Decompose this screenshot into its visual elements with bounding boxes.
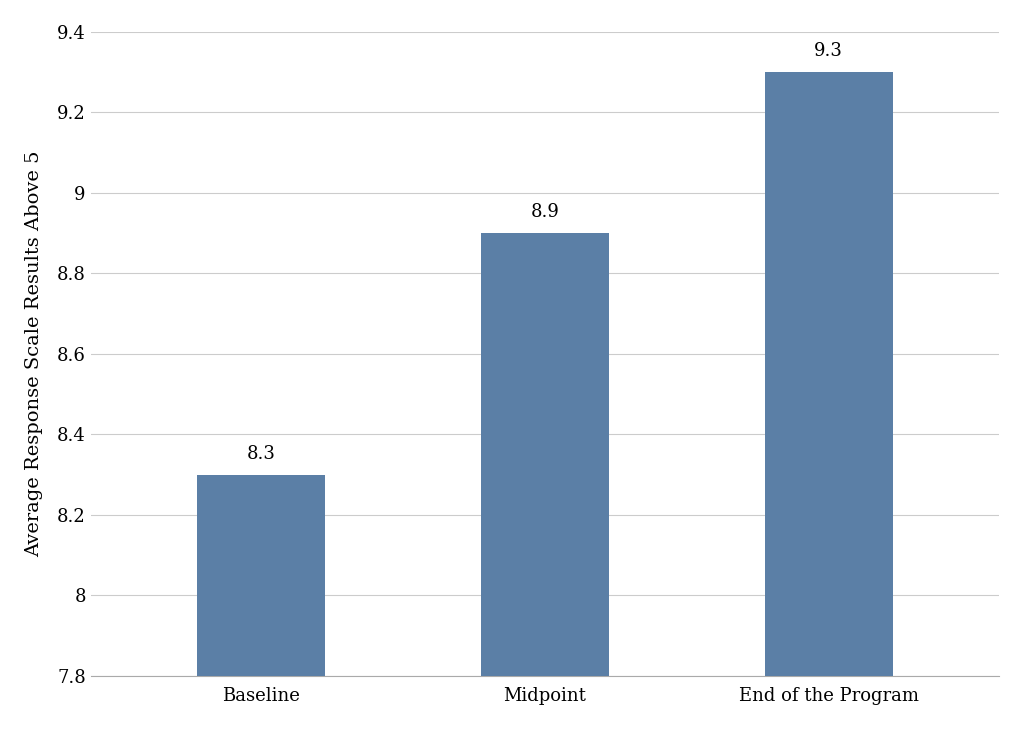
Text: 9.3: 9.3 [814,42,843,60]
Bar [197,474,325,676]
Text: 8.9: 8.9 [530,203,559,221]
Text: 8.3: 8.3 [247,445,275,463]
Y-axis label: Average Response Scale Results Above 5: Average Response Scale Results Above 5 [25,150,43,557]
Bar [481,233,608,676]
Bar [765,72,893,676]
